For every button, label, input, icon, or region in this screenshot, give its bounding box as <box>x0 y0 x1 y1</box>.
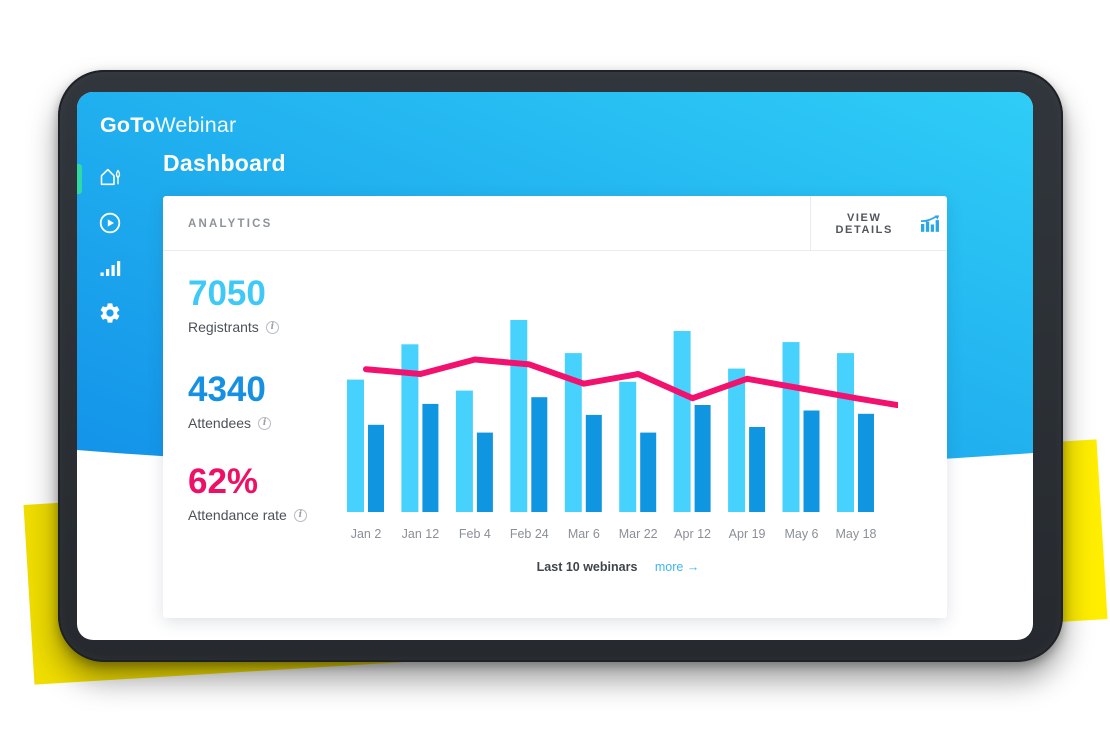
registrants-label: Registrants i <box>188 319 338 335</box>
svg-text:Apr 19: Apr 19 <box>729 527 766 541</box>
attendance-rate-value: 62% <box>188 462 259 501</box>
svg-text:Apr 12: Apr 12 <box>674 527 711 541</box>
home-icon <box>100 168 121 186</box>
page-title: Dashboard <box>163 150 286 176</box>
stat-attendees: 4340 Attendees i <box>188 372 338 431</box>
attendees-value: 4340 <box>188 370 266 409</box>
play-icon <box>99 212 121 234</box>
view-details-button[interactable]: VIEW DETAILS <box>811 196 947 251</box>
header-divider <box>810 196 811 251</box>
gear-icon <box>100 303 120 323</box>
svg-text:Jan 2: Jan 2 <box>351 527 382 541</box>
info-icon[interactable]: i <box>265 320 279 334</box>
bar-chart-icon <box>100 261 121 276</box>
section-label: ANALYTICS <box>188 217 273 230</box>
sidebar-item-dashboard[interactable] <box>98 165 122 189</box>
app-screen: GoToWebinar <box>77 92 1033 640</box>
svg-text:Mar 22: Mar 22 <box>619 527 658 541</box>
sidebar-item-webinars[interactable] <box>98 211 122 235</box>
trending-chart-icon <box>921 214 940 232</box>
brand-logo-light: Webinar <box>155 113 237 137</box>
info-icon[interactable]: i <box>258 416 272 430</box>
stat-registrants: 7050 Registrants i <box>188 276 338 335</box>
svg-text:Feb 24: Feb 24 <box>510 527 549 541</box>
sidebar-item-settings[interactable] <box>98 301 122 325</box>
chart-footer: Last 10 webinars more → <box>338 560 898 574</box>
chart-footer-label: Last 10 webinars <box>536 560 638 574</box>
svg-text:Jan 12: Jan 12 <box>402 527 440 541</box>
analytics-chart: Jan 2 Jan 12 Feb 4 Feb 24 Mar 6 Mar 22 Apr 12 A… <box>347 320 898 541</box>
attendance-rate-label: Attendance rate i <box>188 507 338 523</box>
view-details-label: VIEW DETAILS <box>835 211 893 236</box>
svg-text:Mar 6: Mar 6 <box>568 527 600 541</box>
more-link[interactable]: more → <box>654 560 700 574</box>
stat-attendance-rate: 62% Attendance rate i <box>188 464 338 523</box>
registrants-value: 7050 <box>188 274 266 313</box>
svg-text:May 18: May 18 <box>836 527 877 541</box>
active-nav-indicator <box>77 164 82 194</box>
analytics-card: ANALYTICS VIEW DETAILS 7050 <box>163 196 947 618</box>
info-icon[interactable]: i <box>293 508 307 522</box>
attendees-label: Attendees i <box>188 415 338 431</box>
card-header <box>163 196 947 251</box>
brand-logo-bold: GoTo <box>100 113 156 137</box>
svg-text:May 6: May 6 <box>784 527 818 541</box>
sidebar-item-analytics[interactable] <box>98 256 122 280</box>
brand-logo: GoToWebinar <box>100 113 236 138</box>
tablet-frame: GoToWebinar <box>58 70 1063 662</box>
svg-text:Feb 4: Feb 4 <box>459 527 491 541</box>
